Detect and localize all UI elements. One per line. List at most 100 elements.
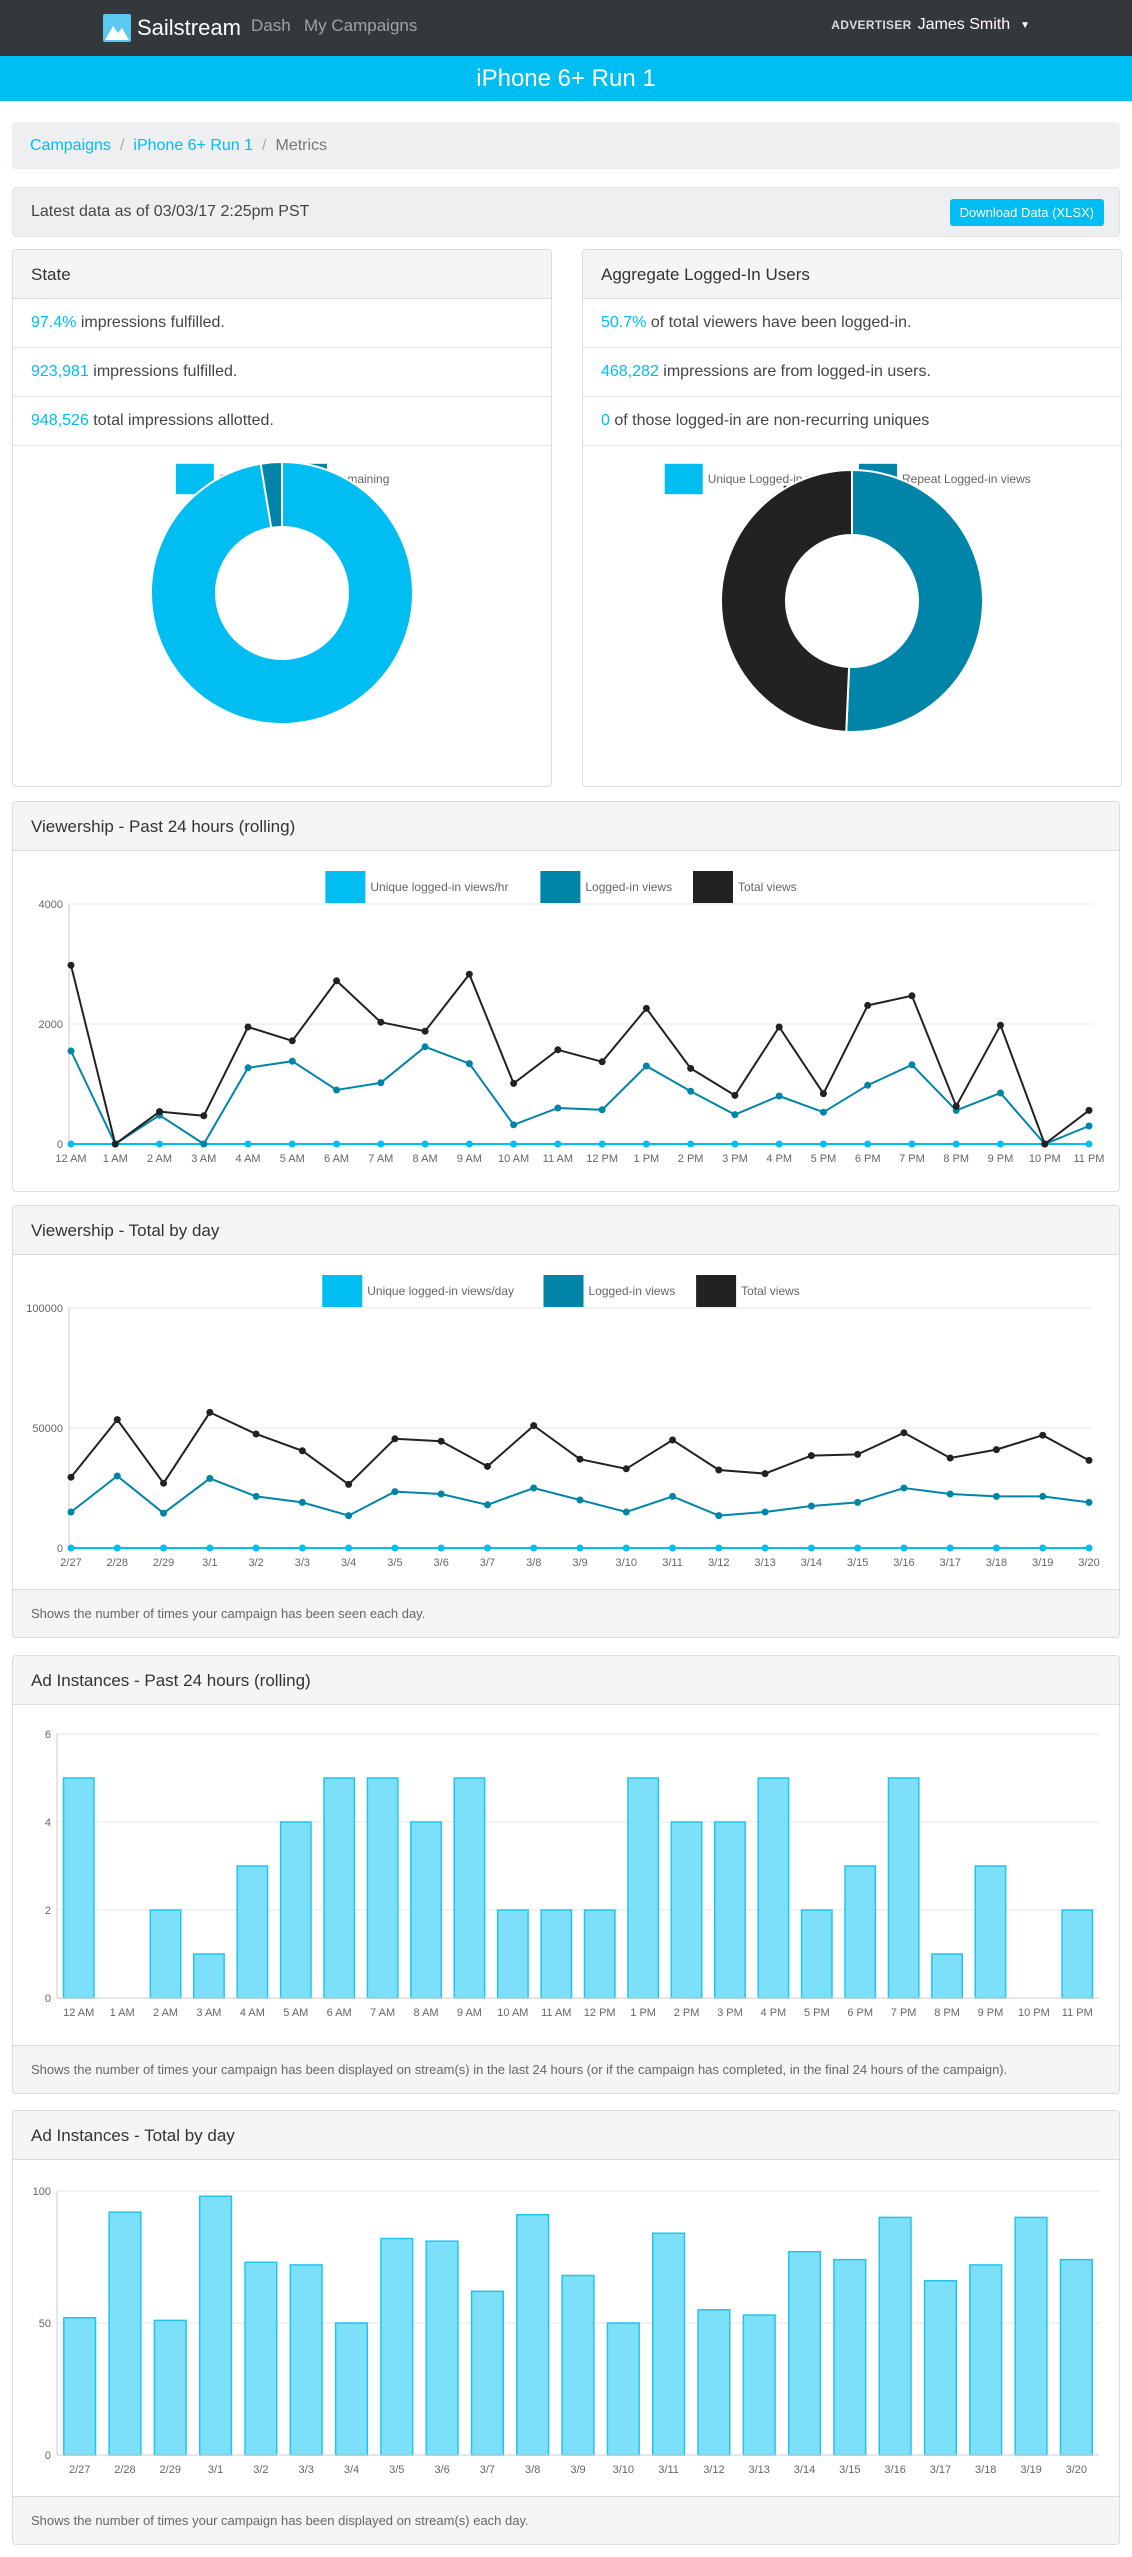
breadcrumb-separator: / [119, 137, 125, 154]
data-point-logged-in-views [252, 1492, 260, 1500]
data-point-unique-logged-in-views-day [391, 1544, 399, 1552]
x-tick-label: 2 PM [674, 2007, 700, 2019]
x-tick-label: 3/11 [662, 1557, 683, 1569]
x-tick-label: 2/28 [114, 2464, 135, 2476]
data-point-total-views [421, 1027, 429, 1035]
data-point-logged-in-views [244, 1064, 252, 1072]
viewership-day-title: Viewership - Total by day [13, 1206, 1119, 1255]
bar-12-pm [583, 1909, 616, 1999]
breadcrumb: Campaigns / iPhone 6+ Run 1 / Metrics [12, 122, 1120, 169]
data-point-logged-in-views [996, 1089, 1004, 1097]
x-tick-label: 3/20 [1066, 2464, 1087, 2476]
caret-down-icon: ▼ [1020, 19, 1030, 31]
data-point-total-views [333, 977, 341, 985]
data-point-logged-in-views [333, 1086, 341, 1094]
donut-slice-completed [150, 460, 414, 725]
x-tick-label: 7 AM [370, 2007, 395, 2019]
data-point-unique-logged-in-views-hr [908, 1140, 916, 1148]
x-tick-label: 2/28 [107, 1557, 128, 1569]
top-navbar: Sailstream Dash My Campaigns ADVERTISER … [0, 0, 1132, 56]
aggregate-panel-title: Aggregate Logged-In Users [583, 250, 1121, 299]
stat-value: 948,526 [31, 412, 89, 429]
data-point-unique-logged-in-views-day [900, 1544, 908, 1552]
legend-label-unique-logged-in-views-hr: Unique logged-in views/hr [370, 880, 508, 894]
x-tick-label: 2/27 [69, 2464, 90, 2476]
bar-7-pm [887, 1777, 920, 1999]
bar-8-am [410, 1821, 442, 1999]
data-point-logged-in-views [345, 1512, 353, 1520]
x-tick-label: 9 AM [457, 1153, 482, 1165]
legend-label-logged-in-views: Logged-in views [589, 1284, 676, 1298]
bar-11-am [540, 1909, 573, 1999]
data-point-logged-in-views [391, 1488, 399, 1496]
x-tick-label: 3/2 [253, 2464, 268, 2476]
data-point-unique-logged-in-views-hr [598, 1140, 606, 1148]
y-tick-label: 2000 [39, 1019, 63, 1031]
ads-24h-title: Ad Instances - Past 24 hours (rolling) [13, 1656, 1119, 1705]
x-tick-label: 3/10 [613, 2464, 634, 2476]
data-point-unique-logged-in-views-day [483, 1544, 491, 1552]
data-point-logged-in-views [622, 1508, 630, 1516]
x-tick-label: 3 AM [196, 2007, 221, 2019]
stat-label: impressions fulfilled. [88, 363, 238, 380]
viewership-day-chart: Unique logged-in views/day Logged-in view… [26, 1275, 1100, 1569]
bar-3-1 [198, 2195, 233, 2456]
data-point-logged-in-views [421, 1043, 429, 1051]
data-point-unique-logged-in-views-hr [421, 1140, 429, 1148]
x-tick-label: 11 AM [543, 1153, 573, 1165]
bar-3-18 [969, 2264, 1003, 2456]
data-point-total-views [1041, 1140, 1049, 1148]
x-tick-label: 12 PM [584, 2007, 616, 2019]
legend-swatch-total-views [692, 871, 733, 903]
data-point-total-views [819, 1090, 827, 1098]
x-tick-label: 8 PM [943, 1153, 969, 1165]
data-point-unique-logged-in-views-day [530, 1544, 538, 1552]
data-point-unique-logged-in-views-day [298, 1544, 306, 1552]
brand-name: Sailstream [137, 15, 241, 40]
stat-label: of total viewers have been logged-in. [646, 314, 912, 331]
nav-link-my-campaigns[interactable]: My Campaigns [304, 16, 418, 35]
data-point-total-views [244, 1023, 252, 1031]
x-tick-label: 3/17 [930, 2464, 951, 2476]
viewership-day-footer: Shows the number of times your campaign … [13, 1589, 1119, 1637]
data-point-total-views [1039, 1431, 1047, 1439]
data-point-logged-in-views [510, 1121, 518, 1129]
bar-3-12 [697, 2309, 731, 2456]
user-menu[interactable]: ADVERTISER James Smith ▼ [831, 16, 1030, 34]
data-point-logged-in-views [761, 1508, 769, 1516]
bar-11-pm [1061, 1909, 1094, 1999]
x-tick-label: 10 AM [498, 1153, 529, 1165]
y-tick-label: 0 [45, 2450, 51, 2462]
breadcrumb-campaigns[interactable]: Campaigns [30, 137, 111, 154]
data-point-total-views [761, 1470, 769, 1478]
x-tick-label: 3/2 [248, 1557, 263, 1569]
data-point-logged-in-views [437, 1490, 445, 1498]
data-point-unique-logged-in-views-hr [996, 1140, 1004, 1148]
x-tick-label: 8 AM [414, 2007, 439, 2019]
stat-label: of those logged-in are non-recurring uni… [609, 412, 930, 429]
data-point-total-views [200, 1112, 208, 1120]
download-data-button[interactable]: Download Data (XLSX) [949, 199, 1104, 226]
state-row: 923,981 impressions fulfilled. [13, 348, 551, 397]
bar-3-2 [244, 2261, 278, 2456]
breadcrumb-campaign[interactable]: iPhone 6+ Run 1 [133, 137, 254, 154]
x-tick-label: 9 PM [988, 1153, 1014, 1165]
donut-slice-remaining [259, 460, 283, 530]
bar-2-27 [63, 2316, 97, 2456]
x-tick-label: 8 PM [934, 2007, 960, 2019]
data-point-logged-in-views [576, 1496, 584, 1504]
bar-9-pm [974, 1865, 1007, 1999]
bar-3-5 [380, 2237, 414, 2456]
data-point-logged-in-views [642, 1062, 650, 1070]
x-tick-label: 9 PM [978, 2007, 1004, 2019]
brand[interactable]: Sailstream [103, 12, 241, 44]
stat-value: 97.4% [31, 314, 77, 331]
data-point-total-views [807, 1452, 815, 1460]
data-point-logged-in-views [377, 1079, 385, 1087]
data-point-unique-logged-in-views-day [113, 1544, 121, 1552]
data-point-logged-in-views [864, 1081, 872, 1089]
x-tick-label: 7 PM [899, 1153, 925, 1165]
data-point-logged-in-views [854, 1498, 862, 1506]
x-tick-label: 3/12 [703, 2464, 724, 2476]
nav-link-dash[interactable]: Dash [251, 16, 291, 35]
